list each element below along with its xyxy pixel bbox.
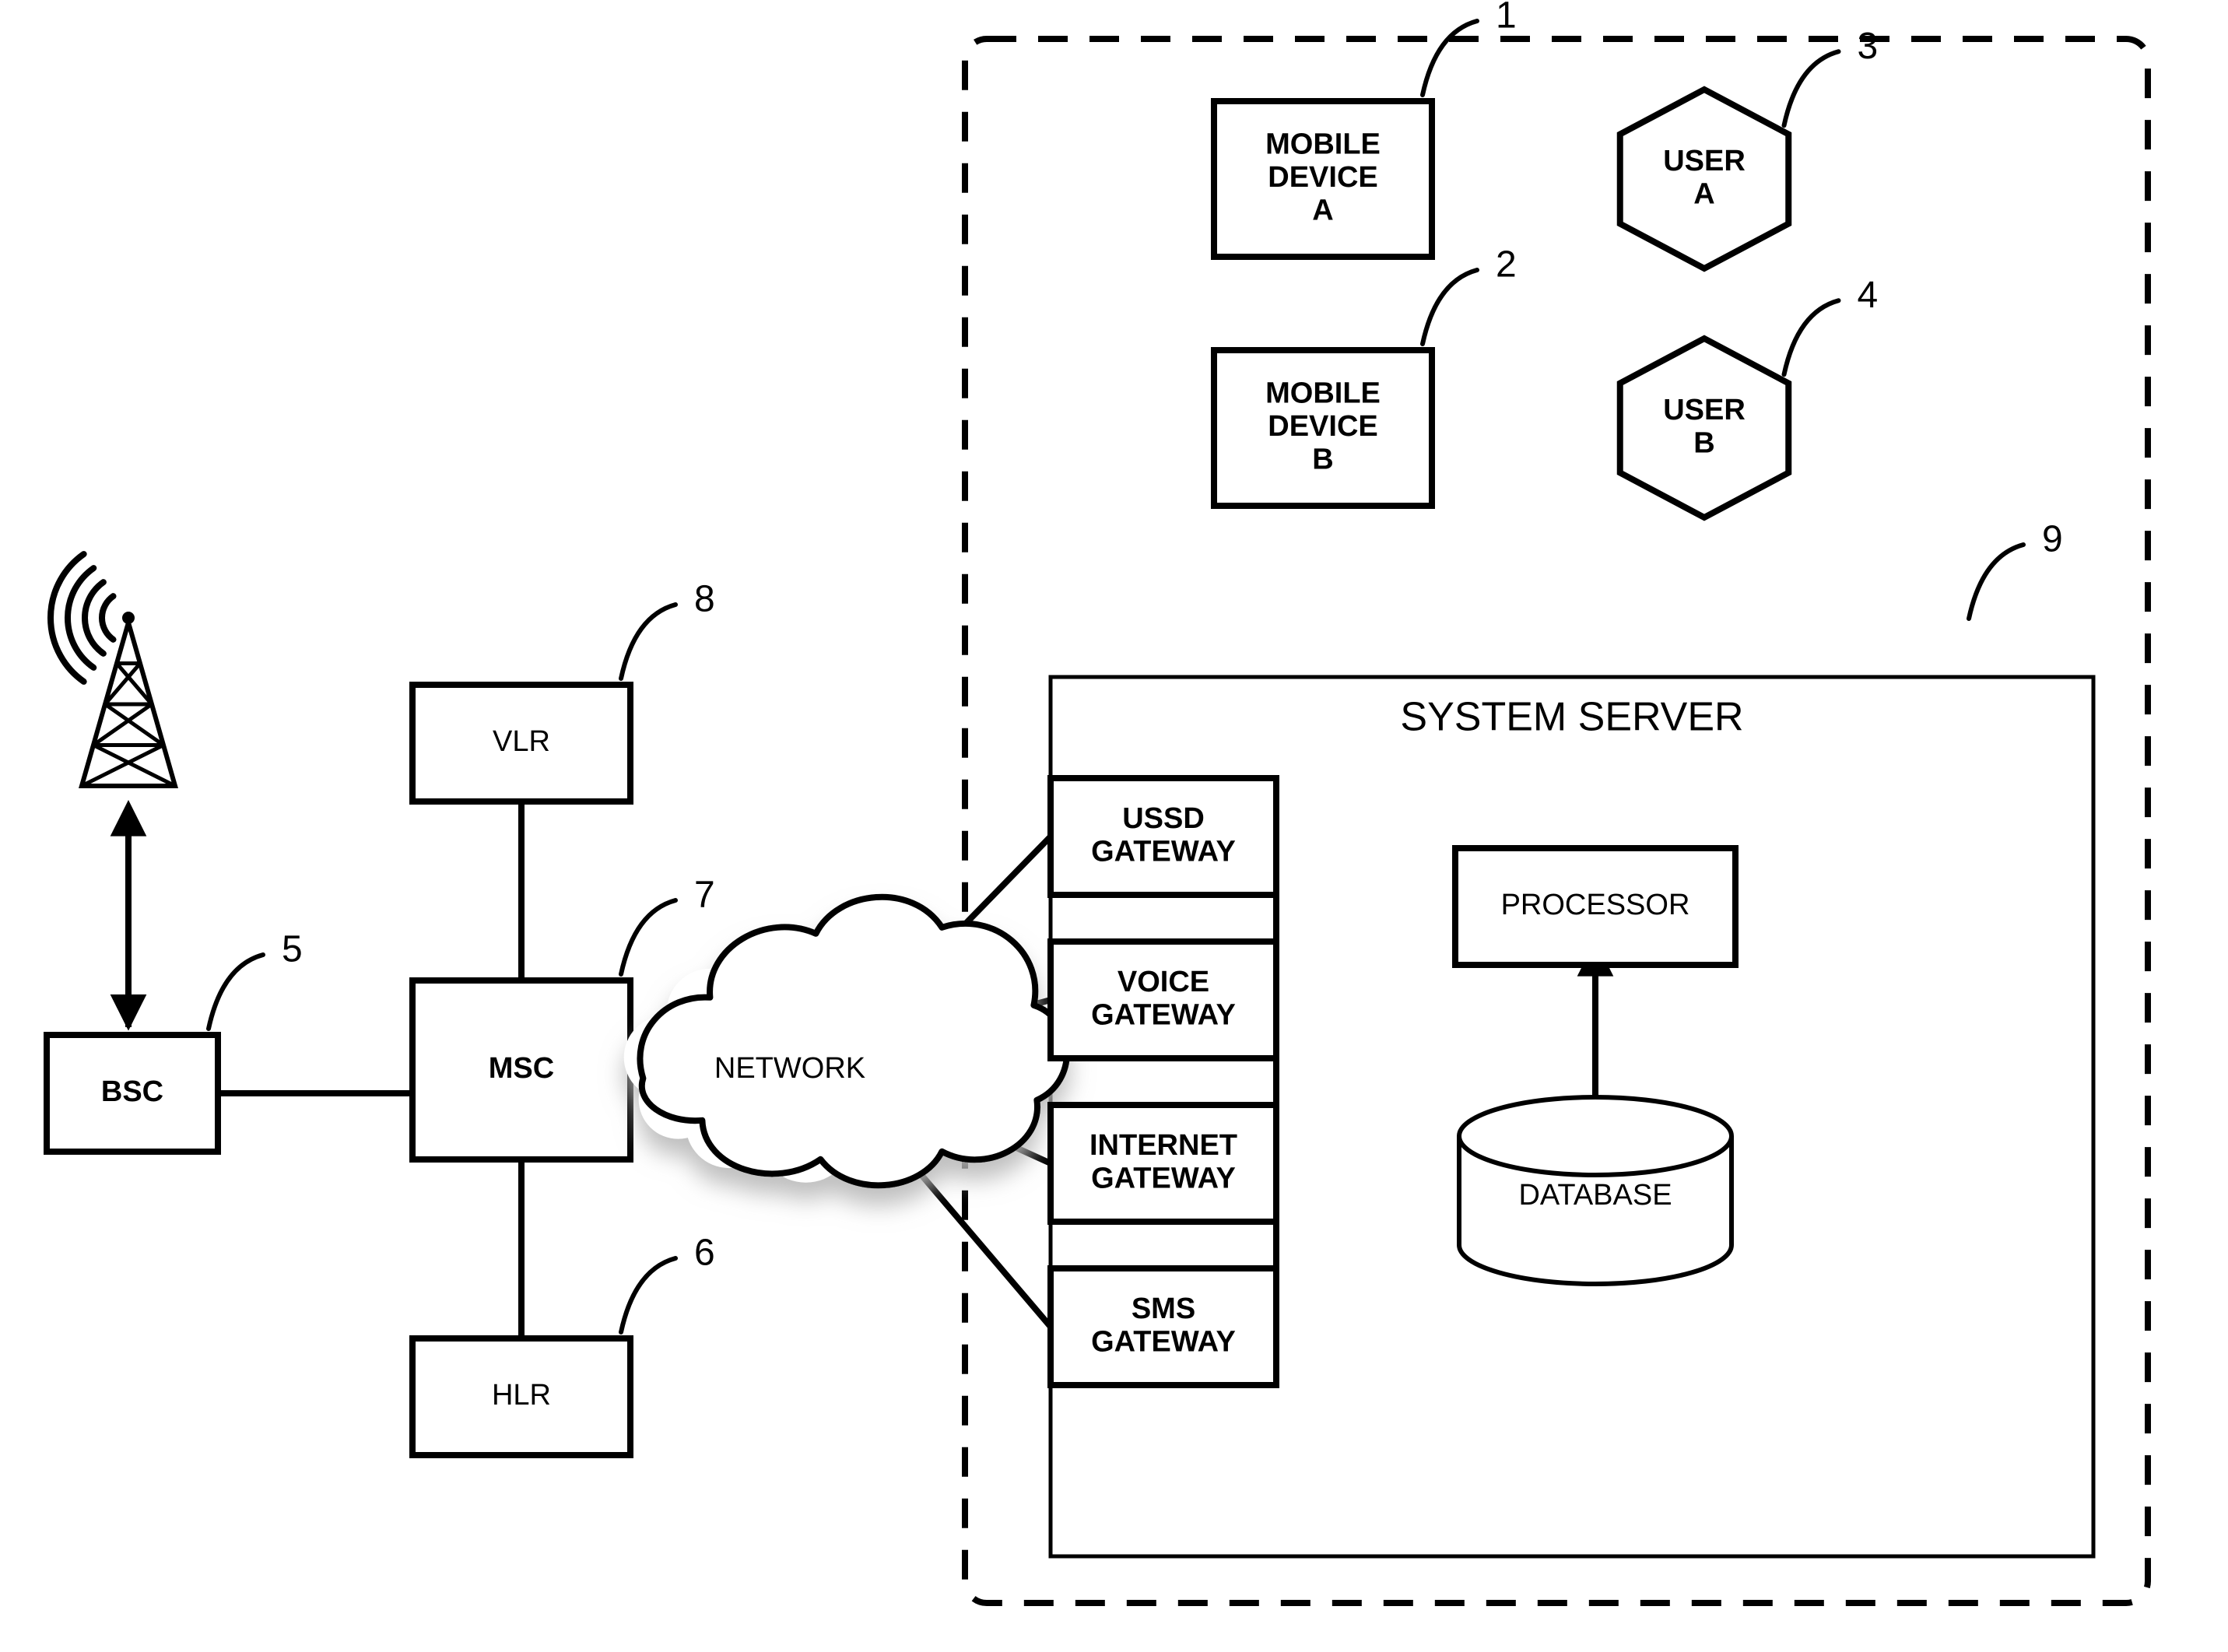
svg-text:VLR: VLR [493, 725, 550, 758]
svg-text:USER: USER [1663, 394, 1746, 426]
svg-text:A: A [1693, 177, 1714, 210]
svg-text:GATEWAY: GATEWAY [1091, 1162, 1236, 1194]
svg-text:INTERNET: INTERNET [1089, 1129, 1237, 1162]
svg-text:USER: USER [1663, 145, 1746, 177]
svg-text:GATEWAY: GATEWAY [1091, 1325, 1236, 1358]
svg-text:VOICE: VOICE [1118, 966, 1209, 998]
tag-leader-7 [621, 900, 675, 974]
tag-leader-5 [209, 955, 263, 1029]
svg-text:B: B [1693, 426, 1714, 459]
svg-text:2: 2 [1496, 244, 1517, 286]
tag-leader-1 [1423, 21, 1477, 95]
svg-text:DEVICE: DEVICE [1268, 410, 1377, 443]
svg-text:4: 4 [1858, 275, 1879, 316]
svg-text:SYSTEM SERVER: SYSTEM SERVER [1400, 695, 1743, 740]
svg-text:6: 6 [694, 1233, 715, 1274]
tag-leader-9 [1969, 545, 2023, 619]
svg-text:GATEWAY: GATEWAY [1091, 998, 1236, 1031]
tag-leader-2 [1423, 270, 1477, 344]
svg-text:DEVICE: DEVICE [1268, 161, 1377, 194]
svg-text:5: 5 [282, 929, 303, 970]
tag-leader-3 [1784, 51, 1839, 125]
tag-leader-6 [621, 1258, 675, 1332]
svg-text:3: 3 [1858, 26, 1879, 67]
svg-text:7: 7 [694, 875, 715, 916]
tag-leader-4 [1784, 300, 1839, 374]
svg-text:BSC: BSC [101, 1075, 163, 1108]
svg-text:9: 9 [2042, 519, 2063, 560]
svg-text:MOBILE: MOBILE [1265, 377, 1381, 409]
svg-text:A: A [1312, 195, 1333, 227]
svg-text:DATABASE: DATABASE [1518, 1179, 1672, 1212]
node-network [624, 897, 1067, 1186]
svg-text:HLR: HLR [492, 1379, 551, 1412]
svg-text:NETWORK: NETWORK [714, 1052, 865, 1085]
svg-text:GATEWAY: GATEWAY [1091, 835, 1236, 868]
svg-text:B: B [1312, 444, 1333, 476]
svg-text:MOBILE: MOBILE [1265, 128, 1381, 160]
svg-text:8: 8 [694, 579, 715, 620]
svg-text:USSD: USSD [1122, 802, 1205, 835]
svg-text:SMS: SMS [1132, 1292, 1195, 1325]
svg-text:1: 1 [1496, 0, 1517, 37]
svg-text:MSC: MSC [489, 1052, 554, 1085]
tag-leader-8 [621, 605, 675, 679]
tower-icon [51, 554, 175, 786]
svg-text:PROCESSOR: PROCESSOR [1501, 889, 1690, 921]
